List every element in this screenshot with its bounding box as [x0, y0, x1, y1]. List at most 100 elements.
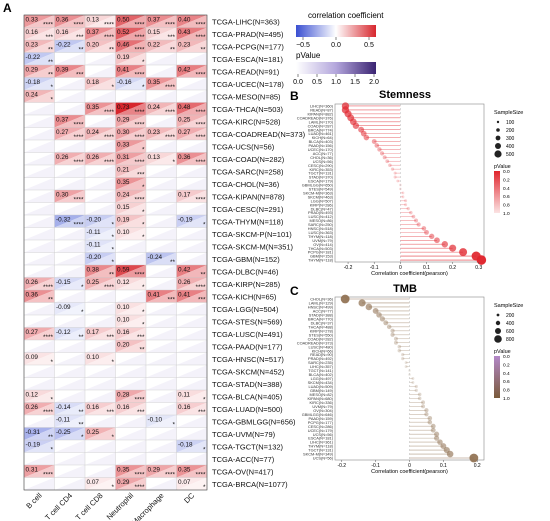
heatmap-star-label: *** [168, 296, 176, 303]
point-label: OV(N=304) [313, 408, 333, 413]
lollipop-point [390, 167, 395, 171]
heatmap-value-label: 0.59 [117, 267, 130, 274]
heatmap-row-label: TCGA-UCS(N=56) [212, 143, 275, 152]
point-label: THYM(N=118) [308, 444, 334, 449]
heatmap-value-label: 0.27 [178, 129, 191, 136]
heatmap-cell-p [85, 52, 116, 65]
lollipop-point [476, 255, 487, 265]
heatmap-cell-p [54, 177, 85, 190]
heatmap-cell-p [24, 240, 55, 253]
heatmap-star-label: **** [43, 409, 53, 416]
heatmap-cell-p [85, 352, 116, 365]
heatmap-cell-p [115, 152, 146, 165]
p-gradient-label: 0.4 [503, 371, 510, 377]
heatmap-cell-p [176, 315, 207, 328]
heatmap-star-label: ** [48, 434, 53, 441]
heatmap-value-label: 0.37 [56, 117, 69, 124]
heatmap-cell-p [24, 377, 55, 390]
p-legend-tick: 2.0 [369, 79, 379, 86]
point-label: SARC(N=235) [308, 360, 334, 365]
heatmap-frame [23, 14, 208, 491]
point-label: STES(N=549) [309, 187, 334, 192]
heatmap-cell-p [115, 452, 146, 465]
heatmap-cell-p [85, 102, 116, 115]
heatmap-value-label: -0.12 [56, 329, 71, 336]
heatmap-value-label: 0.36 [56, 17, 69, 24]
point-label: DLBC(N=37) [311, 320, 334, 325]
point-label: KIRP(N=286) [310, 202, 334, 207]
heatmap-cell-p [54, 265, 85, 278]
heatmap-cell-p [115, 127, 146, 140]
lollipop-point [377, 147, 382, 152]
lollipop-point [390, 332, 395, 337]
x-tick-label: -0.2 [344, 265, 353, 271]
lollipop-point [406, 207, 410, 211]
corr-colorbar [296, 25, 376, 37]
heatmap-value-label: -0.19 [178, 217, 193, 224]
point-label: LIHC(N=361) [310, 440, 334, 445]
panel-label-a: A [3, 1, 12, 15]
size-legend-title: SampleSize [494, 303, 523, 309]
heatmap-cell-p [115, 27, 146, 40]
x-tick-label: 0.1 [423, 265, 430, 271]
heatmap-value-label: 0.38 [87, 267, 100, 274]
heatmap-star-label: **** [43, 21, 53, 28]
tmb-title: TMB [393, 283, 417, 295]
p-gradient-label: 1.0 [503, 211, 510, 217]
heatmap-value-label: 0.21 [117, 167, 130, 174]
lollipop-point [424, 408, 429, 413]
size-legend-dot [496, 120, 500, 124]
heatmap-star-label: ** [48, 46, 53, 53]
lollipop-point [397, 348, 402, 353]
stemness-title: Stemness [379, 89, 431, 101]
heatmap-row-label: TCGA-SKCM(N=452) [212, 368, 285, 377]
point-label: OV(N=414) [313, 242, 333, 247]
heatmap-value-label: 0.37 [148, 17, 161, 24]
heatmap-cell-p [24, 390, 55, 403]
heatmap-row-label: TCGA-BRCA(N=1077) [212, 480, 288, 489]
heatmap-value-label: 0.41 [148, 292, 161, 299]
heatmap-cell-p [176, 77, 207, 90]
heatmap-star-label: **** [74, 121, 84, 128]
heatmap-star-label: **** [196, 471, 206, 478]
point-label: COADREAD(N=376) [297, 115, 334, 120]
point-label: LGG(N=497) [311, 376, 334, 381]
heatmap-cell-p [24, 327, 55, 340]
point-label: MESO(N=86) [310, 218, 334, 223]
point-label: CHOL(N=36) [310, 155, 334, 160]
lollipop-point [352, 122, 360, 129]
heatmap-cell-p [146, 190, 177, 203]
x-tick-label: 0 [399, 265, 402, 271]
heatmap-row-label: TCGA-STES(N=569) [212, 318, 283, 327]
p-gradient-label: 0.4 [503, 186, 510, 192]
heatmap-cell-p [176, 290, 207, 303]
heatmap-cell-p [85, 415, 116, 428]
heatmap-cell-p [146, 252, 177, 265]
heatmap-cell-p [115, 52, 146, 65]
heatmap-value-label: 0.29 [148, 467, 161, 474]
heatmap-cell-p [85, 127, 116, 140]
p-legend-tick: 0.5 [312, 79, 322, 86]
corr-legend-title: correlation coefficient [308, 11, 384, 20]
heatmap-star-label: **** [135, 121, 145, 128]
heatmap-row-label: TCGA-KIRC(N=528) [212, 118, 281, 127]
heatmap-cell-p [115, 377, 146, 390]
heatmap-value-label: 0.24 [148, 104, 161, 111]
p-legend-tick: 0.0 [293, 79, 303, 86]
heatmap-value-label: 0.23 [178, 42, 191, 49]
point-label: COAD(N=287) [308, 123, 334, 128]
heatmap-row-label: TCGA-TGCT(N=132) [212, 443, 284, 452]
point-label: THYM(N=118) [308, 258, 334, 263]
heatmap-row-label: TCGA-OV(N=417) [212, 468, 274, 477]
lollipop-point [430, 423, 436, 429]
lollipop-point [429, 233, 435, 239]
heatmap-cell-p [54, 377, 85, 390]
lollipop-point [433, 431, 440, 437]
lollipop-point [427, 419, 433, 425]
heatmap-value-label: 0.31 [26, 467, 39, 474]
heatmap-cell-p [54, 102, 85, 115]
heatmap-row-label: TCGA-STAD(N=388) [212, 380, 283, 389]
lollipop-point [449, 244, 457, 252]
heatmap-cell-p [146, 52, 177, 65]
heatmap-cell-p [85, 202, 116, 215]
